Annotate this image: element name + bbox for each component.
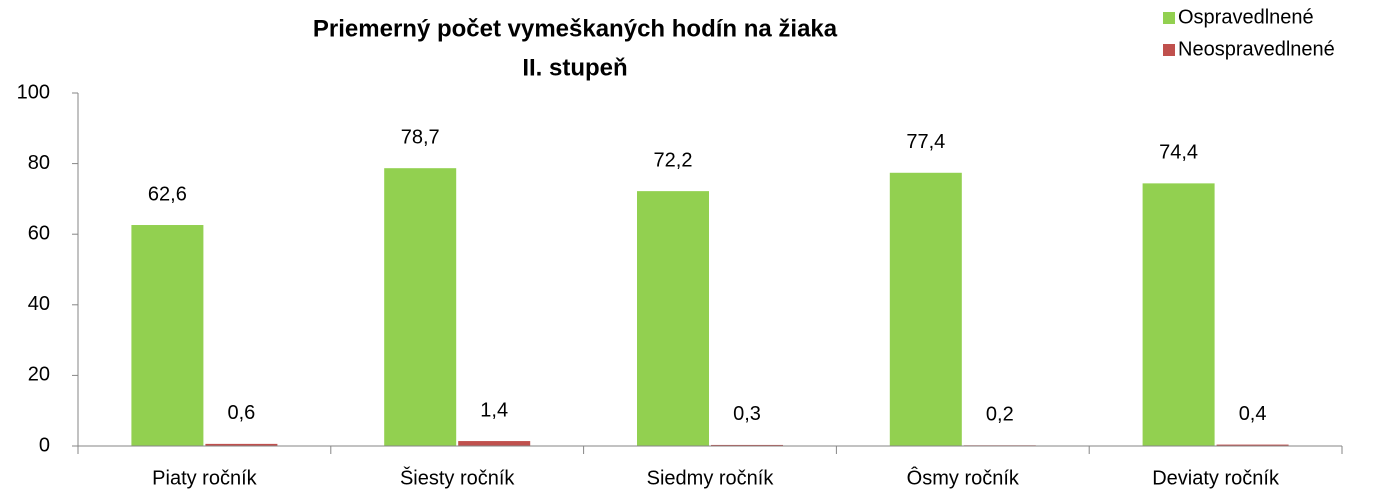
y-tick-label: 100	[17, 81, 50, 103]
value-label: 62,6	[148, 183, 187, 205]
bar	[384, 168, 457, 446]
bar	[458, 441, 531, 446]
chart-title: II. stupeň	[522, 54, 627, 81]
value-label: 0,4	[1239, 403, 1267, 425]
legend-swatch	[1163, 44, 1175, 56]
value-label: 0,6	[227, 402, 255, 424]
value-label: 1,4	[480, 399, 508, 421]
y-tick-label: 80	[28, 152, 50, 174]
bar	[205, 443, 278, 446]
x-tick-label: Siedmy ročník	[647, 467, 775, 489]
x-tick-label: Ôsmy ročník	[907, 466, 1020, 489]
value-label: 0,2	[986, 404, 1014, 426]
x-tick-label: Šiesty ročník	[400, 466, 515, 489]
value-label: 72,2	[654, 149, 693, 171]
x-tick-label: Deviaty ročník	[1152, 467, 1280, 489]
bar	[1216, 444, 1289, 446]
y-tick-label: 20	[28, 364, 50, 386]
y-tick-label: 0	[39, 434, 50, 456]
bar	[711, 444, 783, 446]
value-label: 78,7	[401, 126, 440, 148]
chart-title: Priemerný počet vymeškaných hodín na žia…	[313, 15, 838, 42]
legend-swatch	[1163, 12, 1175, 24]
x-tick-label: Piaty ročník	[152, 467, 257, 489]
bar	[1142, 183, 1215, 447]
value-label: 74,4	[1159, 142, 1198, 164]
legend-label: Ospravedlnené	[1178, 6, 1314, 28]
value-label: 77,4	[906, 131, 945, 153]
bar	[131, 225, 204, 446]
y-tick-label: 40	[28, 293, 50, 315]
bar	[637, 191, 709, 446]
bar	[889, 172, 962, 446]
y-tick-label: 60	[28, 222, 50, 244]
value-label: 0,3	[733, 403, 761, 425]
legend-label: Neospravedlnené	[1178, 38, 1335, 60]
